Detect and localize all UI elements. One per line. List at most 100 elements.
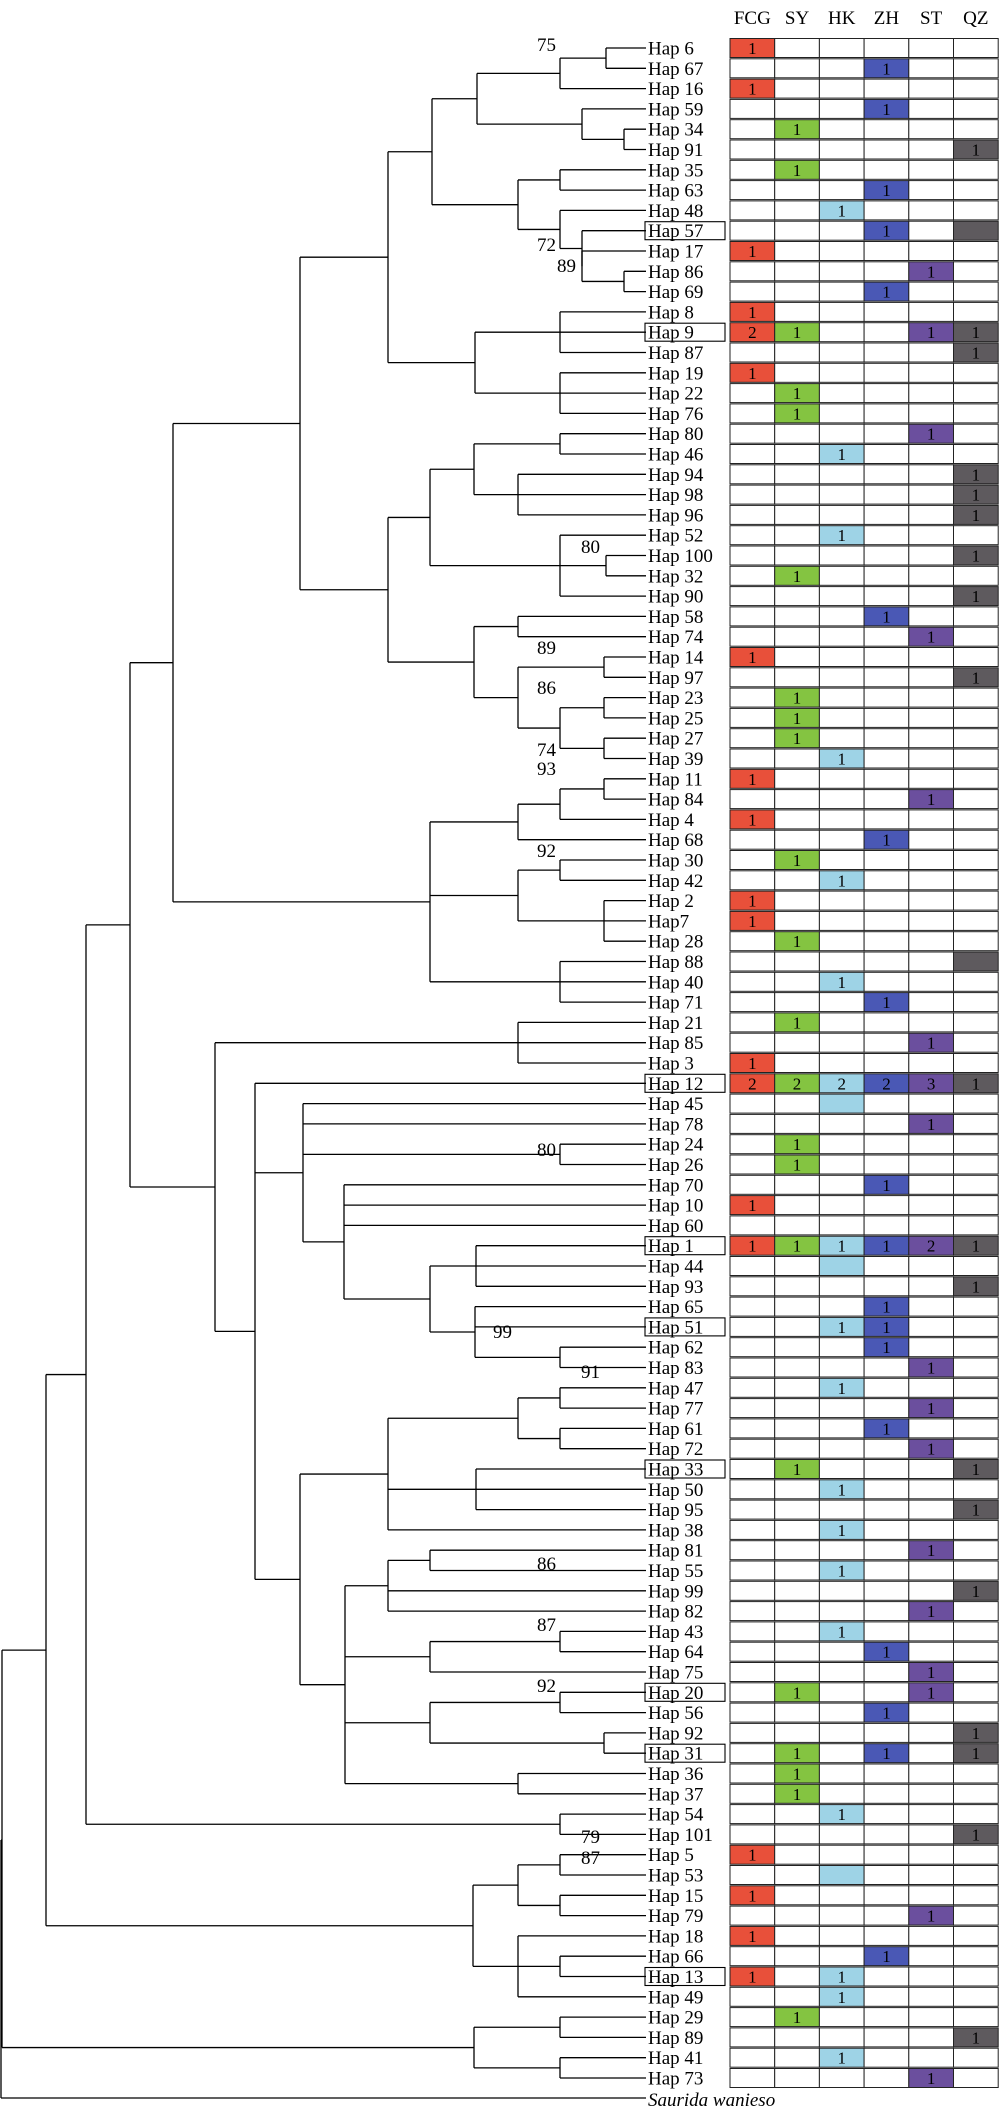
haplotype-label: Hap 56 — [648, 1703, 703, 1724]
grid-row: 1 — [729, 931, 999, 952]
bootstrap-value: 87 — [537, 1615, 556, 1636]
haplotype-label: Hap 11 — [648, 769, 703, 790]
cell-count: 1 — [972, 344, 981, 363]
cell-zh — [863, 241, 910, 261]
cell-count: 1 — [793, 689, 802, 708]
cell-count: 1 — [927, 1663, 936, 1682]
cell-zh — [863, 1398, 910, 1419]
cell-sy — [774, 829, 820, 850]
cell-hk — [818, 362, 865, 383]
cell-fcg — [729, 1641, 776, 1662]
cell-st — [908, 2027, 954, 2048]
cell-qz — [953, 1154, 999, 1175]
cell-sy — [774, 1865, 820, 1885]
cell-sy — [774, 1479, 820, 1500]
cell-st — [908, 768, 954, 789]
shared-haplotype-box — [644, 1743, 726, 1763]
grid-row: 1 — [729, 707, 999, 728]
cell-st — [908, 1195, 954, 1216]
grid-row: 1 — [729, 180, 999, 201]
cell-qz — [953, 1783, 999, 1804]
cell-st — [908, 1763, 954, 1784]
cell-zh — [863, 545, 910, 566]
cell-sy — [774, 504, 820, 525]
grid-row: 1 — [729, 1377, 999, 1398]
cell-hk — [818, 586, 865, 607]
cell-count: 1 — [748, 364, 757, 383]
cell-st — [908, 1621, 954, 1642]
cell-zh — [863, 1154, 910, 1175]
cell-zh — [863, 1519, 910, 1540]
bootstrap-value: 99 — [493, 1322, 512, 1343]
cell-count: 1 — [882, 993, 891, 1012]
cell-zh — [863, 1722, 910, 1743]
cell-qz — [953, 2027, 999, 2048]
cell-qz — [953, 1621, 999, 1642]
cell-sy — [774, 484, 820, 505]
shared-haplotype-box — [644, 1073, 726, 1093]
cell-st — [908, 1316, 954, 1337]
shared-haplotype-box — [644, 1459, 726, 1479]
haplotype-label: Hap 70 — [648, 1175, 703, 1196]
cell-st — [908, 647, 954, 667]
cell-hk — [818, 1012, 865, 1033]
cell-zh — [863, 1093, 910, 1114]
cell-zh — [863, 423, 910, 444]
cell-qz — [953, 78, 999, 99]
cell-fcg — [729, 1215, 776, 1236]
haplotype-label: Hap 20 — [648, 1683, 703, 1704]
grid-row: 1 — [729, 200, 999, 221]
haplotype-label: Hap 92 — [648, 1723, 703, 1744]
cell-st — [908, 119, 954, 140]
cell-count: 2 — [748, 1074, 757, 1093]
cell-sy — [774, 1844, 820, 1865]
grid-row: 1 — [729, 1905, 999, 1926]
cell-sy — [774, 1946, 820, 1967]
cell-st — [908, 829, 954, 850]
cell-qz — [953, 1316, 999, 1337]
cell-hk — [818, 2068, 865, 2088]
cell-fcg — [729, 1824, 776, 1845]
cell-sy — [774, 2047, 820, 2068]
cell-fcg — [729, 1032, 776, 1053]
cell-hk — [818, 2027, 865, 2048]
cell-count: 1 — [748, 892, 757, 911]
cell-zh — [863, 1986, 910, 2007]
cell-qz — [953, 1398, 999, 1419]
cell-st — [908, 1174, 954, 1195]
haplotype-label: Hap 41 — [648, 2048, 703, 2069]
cell-zh — [863, 504, 910, 525]
cell-zh — [863, 707, 910, 728]
cell-count: 1 — [838, 1805, 847, 1824]
cell-zh — [863, 1134, 910, 1155]
cell-st — [908, 1012, 954, 1033]
haplotype-label: Hap 51 — [648, 1317, 703, 1338]
cell-zh — [863, 1357, 910, 1378]
grid-row: 1 — [729, 342, 999, 363]
cell-count: 1 — [793, 932, 802, 951]
cell-qz — [953, 200, 999, 221]
bootstrap-value: 86 — [537, 1554, 556, 1575]
cell-qz — [953, 850, 999, 870]
haplotype-label: Hap 15 — [648, 1886, 703, 1907]
grid-row: 1 — [729, 38, 999, 58]
cell-st — [908, 809, 954, 830]
haplotype-label: Hap 85 — [648, 1033, 703, 1054]
cell-hk — [818, 464, 865, 485]
cell-hk — [818, 1154, 865, 1175]
haplotype-label: Hap 97 — [648, 668, 703, 689]
cell-st — [908, 1296, 954, 1317]
cell-count: 1 — [748, 1846, 757, 1865]
cell-hk — [818, 1032, 865, 1053]
cell-sy — [774, 58, 820, 79]
haplotype-label: Hap 34 — [648, 120, 704, 141]
cell-hk — [818, 1093, 865, 1114]
cell-count: 1 — [972, 547, 981, 566]
grid-row: 1 — [729, 261, 999, 282]
cell-count: 1 — [972, 1074, 981, 1093]
cell-count: 1 — [927, 1541, 936, 1560]
haplotype-label: Hap 61 — [648, 1419, 703, 1440]
cell-count: 1 — [838, 445, 847, 464]
haplotype-label: Hap 81 — [648, 1541, 703, 1562]
cell-qz — [953, 586, 999, 607]
